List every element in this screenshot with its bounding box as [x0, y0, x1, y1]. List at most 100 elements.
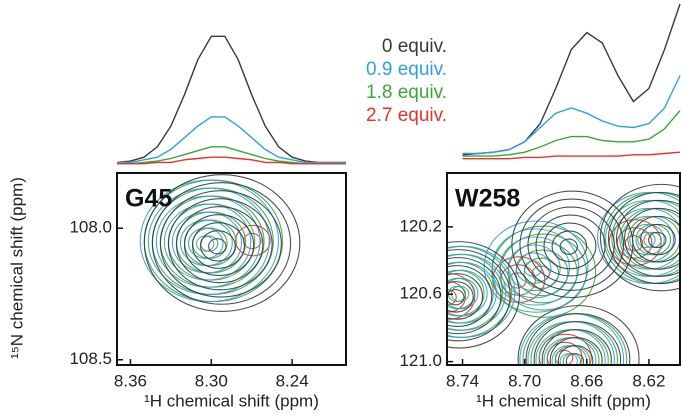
- contour-ring: [515, 252, 552, 284]
- contour-ring: [447, 261, 497, 324]
- contour-ring: [515, 249, 569, 297]
- contour-ring: [139, 179, 280, 303]
- contour-ring: [200, 230, 236, 262]
- contour-ring: [551, 230, 588, 263]
- contour-ring: [147, 187, 270, 295]
- contour-ring: [143, 174, 301, 312]
- contour-peak: [599, 183, 680, 292]
- trace-line: [117, 116, 346, 164]
- contour-group: [447, 183, 680, 365]
- trace-line: [462, 151, 681, 160]
- x-tick-label: 8.70: [508, 371, 541, 390]
- contour-ring: [447, 241, 520, 349]
- contour-ring: [517, 305, 640, 365]
- contour-ring: [159, 190, 282, 298]
- x-tick-label: 8.30: [195, 371, 228, 390]
- contour-ring: [507, 241, 578, 304]
- contour-ring: [559, 353, 578, 365]
- contour-ring: [208, 238, 227, 255]
- contour-peak: [597, 191, 680, 285]
- contour-ring: [187, 227, 224, 259]
- x-axis-label: ¹H chemical shift (ppm): [144, 391, 319, 410]
- contour-ring: [155, 195, 261, 288]
- contour-ring: [535, 214, 606, 277]
- legend-entry: 1.8 equiv.: [366, 82, 447, 103]
- contour-ring: [629, 223, 665, 256]
- contour-ring: [543, 337, 597, 365]
- panel-label: W258: [455, 185, 520, 213]
- x-tick-label: 8.74: [446, 371, 479, 390]
- contour-ring: [523, 257, 560, 290]
- contour-ring: [175, 206, 264, 284]
- contour-ring: [624, 207, 680, 270]
- contour-ring: [615, 199, 680, 277]
- contour-peak: [517, 305, 640, 365]
- trace-group: [116, 35, 346, 165]
- x-tick-label: 8.62: [632, 371, 665, 390]
- contour-ring: [519, 198, 625, 291]
- y-tick-label: 120.6: [399, 284, 442, 303]
- trace-line: [462, 110, 681, 157]
- contour-ring: [163, 203, 252, 281]
- y-tick-label: 108.5: [69, 349, 112, 368]
- contour-ring: [447, 265, 493, 327]
- contour-ring: [167, 198, 273, 291]
- contour-ring: [557, 345, 594, 365]
- contour-ring: [447, 269, 488, 317]
- y-tick-label: 121.0: [399, 351, 442, 370]
- contour-ring: [607, 191, 680, 285]
- trace-line: [462, 3, 681, 156]
- trace-line: [462, 75, 681, 155]
- contour-peak: [139, 179, 280, 303]
- contour-peak: [483, 220, 589, 313]
- contour-ring: [599, 183, 680, 292]
- contour-ring: [499, 236, 570, 299]
- contour-ring: [195, 235, 215, 252]
- panel-label: G45: [125, 185, 172, 213]
- legend-entry: 0.9 equiv.: [366, 59, 447, 80]
- contour-ring: [637, 231, 656, 249]
- y-axis-label: ¹⁵N chemical shift (ppm): [7, 177, 26, 359]
- contour-ring: [632, 215, 680, 263]
- x-axis-label: ¹H chemical shift (ppm): [476, 391, 651, 410]
- contour-ring: [527, 206, 615, 284]
- x-tick-label: 8.36: [114, 371, 147, 390]
- contour-peak: [447, 241, 520, 349]
- y-tick-label: 108.0: [69, 218, 112, 237]
- contour-ring: [543, 222, 597, 270]
- contour-ring: [447, 273, 484, 320]
- contour-ring: [597, 191, 680, 285]
- contour-ring: [447, 249, 511, 342]
- y-tick-label: 120.2: [399, 216, 442, 235]
- x-tick-label: 8.24: [276, 371, 309, 390]
- contour-ring: [447, 289, 465, 306]
- contour-peak: [143, 174, 301, 312]
- contour-ring: [643, 231, 662, 249]
- contour-ring: [640, 223, 676, 256]
- contour-ring: [565, 353, 585, 365]
- contour-ring: [171, 211, 243, 274]
- contour-ring: [183, 214, 255, 276]
- contour-ring: [533, 321, 622, 365]
- contour-ring: [447, 277, 479, 310]
- contour-ring: [621, 215, 675, 263]
- legend-entry: 0 equiv.: [382, 36, 447, 57]
- contour-ring: [507, 244, 561, 292]
- contour-ring: [447, 257, 502, 335]
- trace-group: [462, 3, 681, 160]
- plot-frame: [116, 172, 347, 366]
- contour-ring: [559, 238, 578, 255]
- contour-ring: [483, 220, 589, 313]
- trace-line: [116, 35, 346, 164]
- contour-ring: [447, 253, 507, 331]
- contour-group: [139, 174, 301, 312]
- contour-ring: [192, 222, 245, 269]
- contour-ring: [549, 337, 603, 365]
- contour-peak: [491, 225, 597, 318]
- contour-ring: [523, 260, 543, 277]
- x-tick-label: 8.66: [570, 371, 603, 390]
- plot-frame: [446, 172, 681, 366]
- contour-ring: [151, 182, 292, 305]
